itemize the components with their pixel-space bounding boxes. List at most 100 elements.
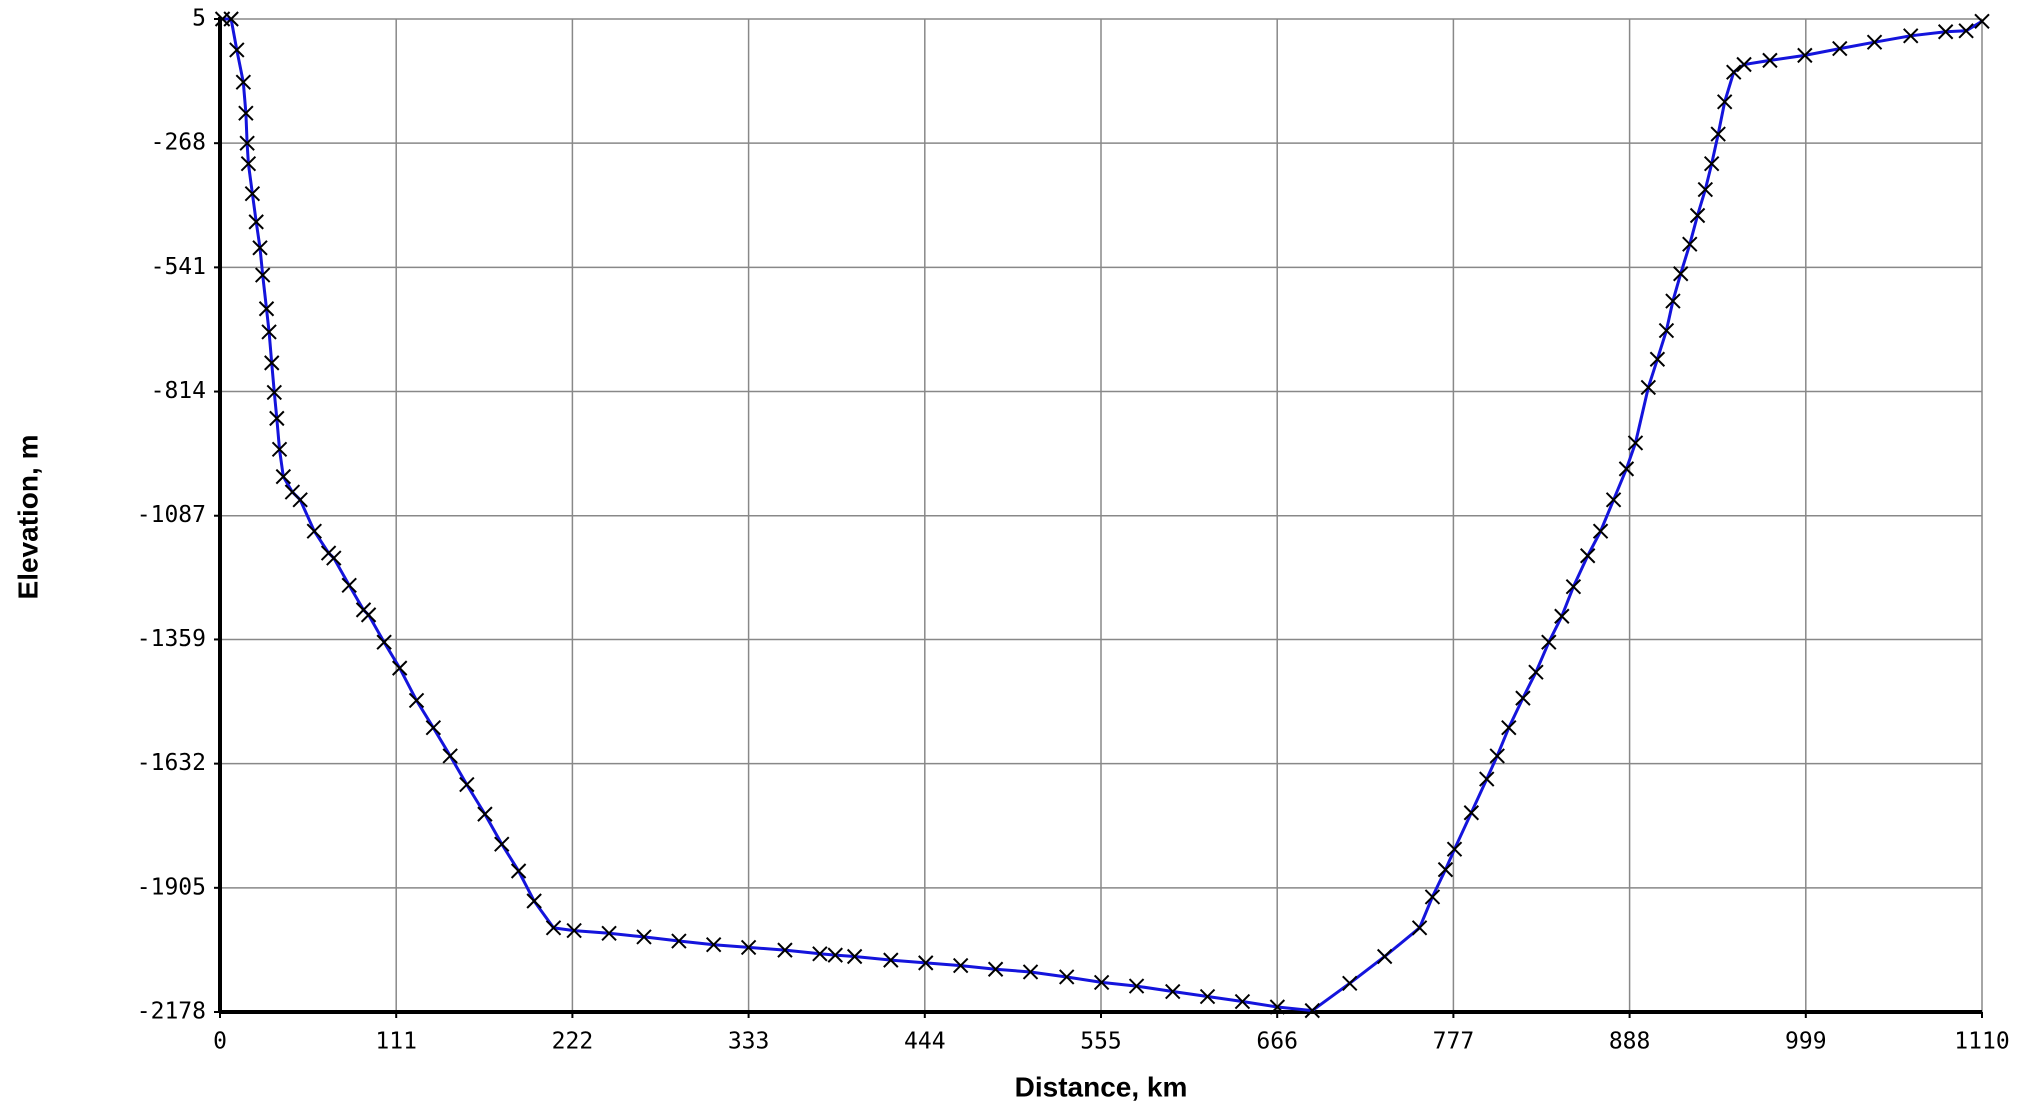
point-marker <box>1673 266 1689 282</box>
x-tick-label: 333 <box>728 1029 770 1055</box>
point-marker <box>341 577 357 594</box>
y-tick-label: -1359 <box>137 626 206 652</box>
y-tick-label: -2178 <box>137 999 206 1025</box>
point-marker <box>1489 748 1505 764</box>
point-marker <box>1501 719 1517 736</box>
point-marker <box>1937 24 1954 40</box>
point-marker <box>1592 523 1609 539</box>
point-marker <box>1565 578 1582 595</box>
point-marker <box>1605 492 1622 508</box>
point-marker <box>494 836 510 852</box>
x-tick-label: 444 <box>904 1029 946 1055</box>
point-marker <box>292 492 308 508</box>
y-tick-label: -1087 <box>137 502 206 528</box>
point-marker <box>254 267 271 283</box>
point-marker <box>1269 999 1286 1015</box>
point-marker <box>671 933 687 949</box>
point-marker <box>1697 181 1714 198</box>
point-marker <box>240 155 257 172</box>
point-marker <box>1554 608 1570 624</box>
point-marker <box>601 925 617 942</box>
point-marker <box>1479 771 1495 787</box>
x-tick-label: 888 <box>1609 1029 1651 1055</box>
point-marker <box>477 806 493 822</box>
point-marker <box>264 355 280 371</box>
point-marker <box>812 946 828 962</box>
point-marker <box>1726 64 1742 80</box>
point-marker <box>1463 805 1480 821</box>
y-tick-label: -1632 <box>137 750 206 776</box>
x-tick-label: 666 <box>1256 1029 1298 1055</box>
x-tick-label: 999 <box>1785 1029 1827 1055</box>
x-tick-label: 0 <box>213 1029 227 1055</box>
point-marker <box>1703 155 1720 172</box>
point-marker <box>1649 351 1666 367</box>
y-tick-label: 5 <box>192 6 206 32</box>
point-marker <box>1627 435 1644 451</box>
point-marker <box>1304 1002 1320 1019</box>
point-marker <box>1665 293 1681 309</box>
point-marker <box>1762 52 1778 69</box>
point-marker <box>1165 983 1181 1000</box>
point-marker <box>1736 56 1752 73</box>
point-marker <box>846 948 863 965</box>
point-marker <box>252 240 268 256</box>
point-marker <box>271 441 288 458</box>
point-marker <box>261 324 277 340</box>
y-tick-label: -1905 <box>137 874 206 900</box>
point-marker <box>1234 993 1251 1010</box>
point-marker <box>1832 40 1848 57</box>
point-marker <box>1974 13 1990 29</box>
point-marker <box>376 634 392 650</box>
point-marker <box>1093 974 1110 991</box>
point-marker <box>987 961 1004 977</box>
point-marker <box>1437 861 1454 878</box>
point-marker <box>238 105 254 121</box>
y-tick-label: -268 <box>151 130 206 156</box>
point-marker <box>1446 841 1463 857</box>
point-marker <box>1797 47 1813 64</box>
point-marker <box>306 523 322 539</box>
point-marker <box>1411 920 1428 936</box>
point-marker <box>266 384 282 401</box>
point-marker <box>1682 236 1698 252</box>
point-marker <box>1424 889 1441 905</box>
point-marker <box>269 410 285 427</box>
point-marker <box>952 957 969 974</box>
point-marker <box>1658 322 1675 339</box>
point-marker <box>1710 126 1726 142</box>
point-marker <box>408 692 425 709</box>
y-tick-label: -814 <box>151 378 206 404</box>
point-marker <box>1958 23 1974 39</box>
point-marker <box>1579 548 1596 564</box>
point-marker <box>1716 94 1733 110</box>
point-marker <box>1342 975 1358 992</box>
point-marker <box>883 952 899 968</box>
point-marker <box>1903 28 1919 44</box>
point-marker <box>740 939 757 956</box>
x-tick-label: 222 <box>552 1029 594 1055</box>
point-marker <box>777 942 793 958</box>
point-marker <box>1618 461 1635 477</box>
point-marker <box>223 11 239 27</box>
point-marker <box>1528 664 1544 680</box>
point-marker <box>1866 34 1883 50</box>
point-marker <box>229 42 245 58</box>
point-marker <box>391 660 408 676</box>
point-marker <box>566 922 582 939</box>
point-marker <box>275 468 292 485</box>
point-marker <box>425 719 442 736</box>
point-marker <box>526 893 542 909</box>
x-tick-label: 111 <box>375 1029 417 1055</box>
point-marker <box>510 863 527 879</box>
x-tick-label: 1110 <box>1954 1029 2009 1055</box>
point-marker <box>248 214 264 230</box>
x-tick-label: 555 <box>1080 1029 1122 1055</box>
point-marker <box>1689 207 1706 224</box>
point-marker <box>827 947 843 963</box>
x-axis-title: Distance, km <box>1015 1071 1188 1102</box>
point-marker <box>235 74 252 90</box>
point-marker <box>1515 690 1531 706</box>
point-marker <box>1199 988 1216 1005</box>
